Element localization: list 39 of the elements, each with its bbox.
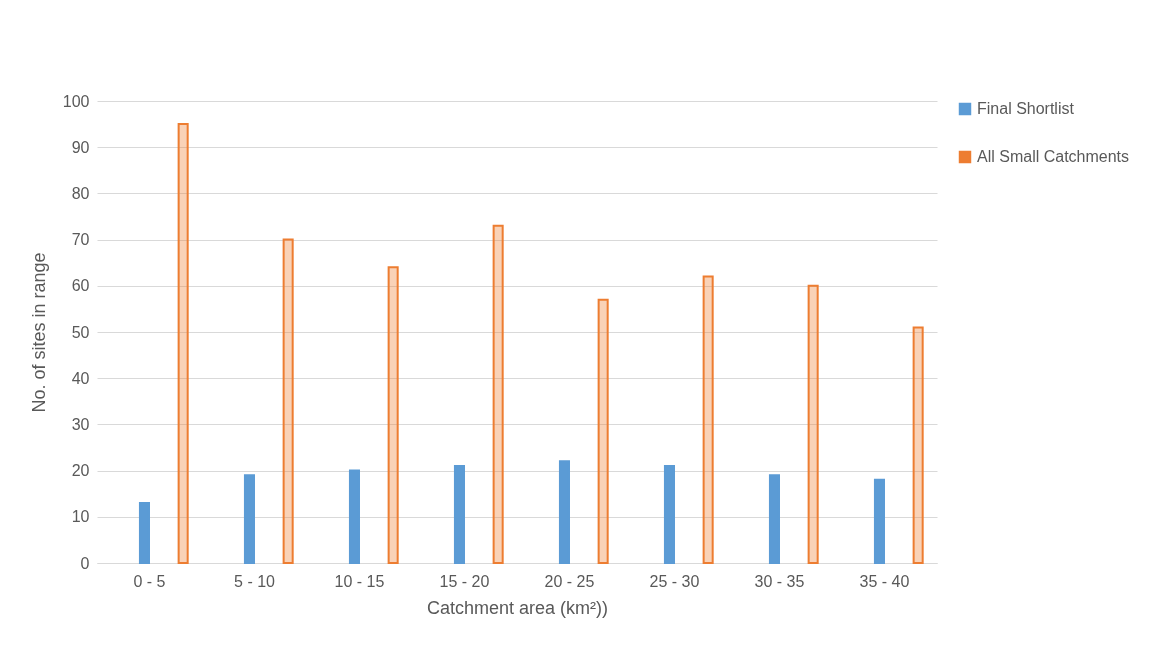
bar	[177, 123, 189, 564]
x-tick-label: 0 - 5	[133, 572, 166, 590]
bar	[558, 460, 570, 564]
x-tick-label: 20 - 25	[544, 572, 595, 590]
y-tick-label: 50	[71, 323, 90, 341]
y-tick-label: 20	[71, 462, 90, 480]
y-tick-label: 30	[71, 415, 90, 433]
bar	[243, 474, 255, 564]
x-tick-label: 30 - 35	[754, 572, 805, 590]
y-axis-title: No. of sites in range	[28, 252, 49, 413]
bar	[768, 474, 780, 564]
bar	[348, 469, 360, 564]
bar	[873, 478, 885, 564]
y-tick-label: 40	[71, 369, 90, 387]
x-axis-title: Catchment area (km²))	[426, 597, 609, 618]
x-tick-label: 5 - 10	[234, 572, 276, 590]
x-tick-label: 35 - 40	[859, 572, 910, 590]
y-tick-label: 80	[71, 184, 90, 202]
x-tick-label: 15 - 20	[439, 572, 490, 590]
bar	[702, 275, 714, 564]
y-tick-label: 100	[62, 92, 90, 110]
bar	[663, 464, 675, 564]
y-tick-label: 10	[71, 508, 90, 526]
x-tick-label: 10 - 15	[334, 572, 385, 590]
bar	[492, 224, 504, 564]
y-tick-label: 90	[71, 138, 90, 156]
bar	[807, 284, 819, 564]
legend-label: Final Shortlist	[977, 100, 1075, 117]
bar	[912, 326, 924, 564]
legend-label: All Small Catchments	[977, 148, 1130, 165]
y-tick-label: 0	[80, 554, 90, 572]
x-tick-label: 25 - 30	[649, 572, 700, 590]
y-tick-label: 60	[71, 277, 90, 295]
y-tick-label: 70	[71, 231, 90, 249]
bar	[282, 238, 294, 564]
bar	[138, 501, 150, 564]
bar	[453, 464, 465, 564]
bar	[597, 298, 609, 564]
bar	[387, 266, 399, 564]
